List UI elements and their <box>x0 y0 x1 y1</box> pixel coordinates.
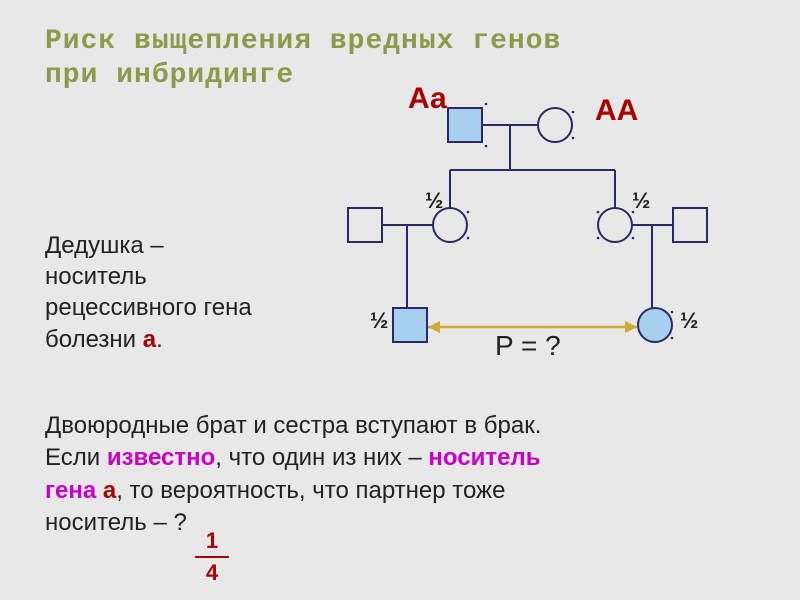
prob-gen3-left: ½ <box>370 308 388 334</box>
prob-gen3-right: ½ <box>680 308 698 334</box>
answer-denominator: 4 <box>195 560 229 586</box>
problem-text: Двоюродные брат и сестра вступают в брак… <box>45 410 755 540</box>
gen2-left-spouse <box>348 208 382 242</box>
gen2-right-spouse <box>673 208 707 242</box>
prob-gen2-right: ½ <box>632 188 650 214</box>
decorative-dots <box>467 103 674 340</box>
answer-numerator: 1 <box>195 528 229 554</box>
page-title: Риск выщепления вредных генов при инбрид… <box>45 25 561 92</box>
pedigree-diagram: Аа АА ½ ½ ½ ½ P = ? <box>310 90 770 390</box>
gen2-right-daughter <box>598 208 632 242</box>
title-line-2: при инбридинге <box>45 60 294 91</box>
gen1-mother-circle <box>538 108 572 142</box>
genotype-father: Аа <box>408 82 447 116</box>
answer-fraction: 1 4 <box>195 528 229 586</box>
genotype-mother: АА <box>595 94 638 128</box>
gen1-father-square <box>448 108 482 142</box>
gen3-left-male <box>393 308 427 342</box>
probability-question: P = ? <box>495 330 561 362</box>
prob-gen2-left: ½ <box>425 188 443 214</box>
title-line-1: Риск выщепления вредных генов <box>45 26 561 57</box>
grandfather-note: Дедушка – носитель рецессивного гена бол… <box>45 230 305 355</box>
fraction-bar <box>195 556 229 558</box>
gen3-right-female <box>638 308 672 342</box>
